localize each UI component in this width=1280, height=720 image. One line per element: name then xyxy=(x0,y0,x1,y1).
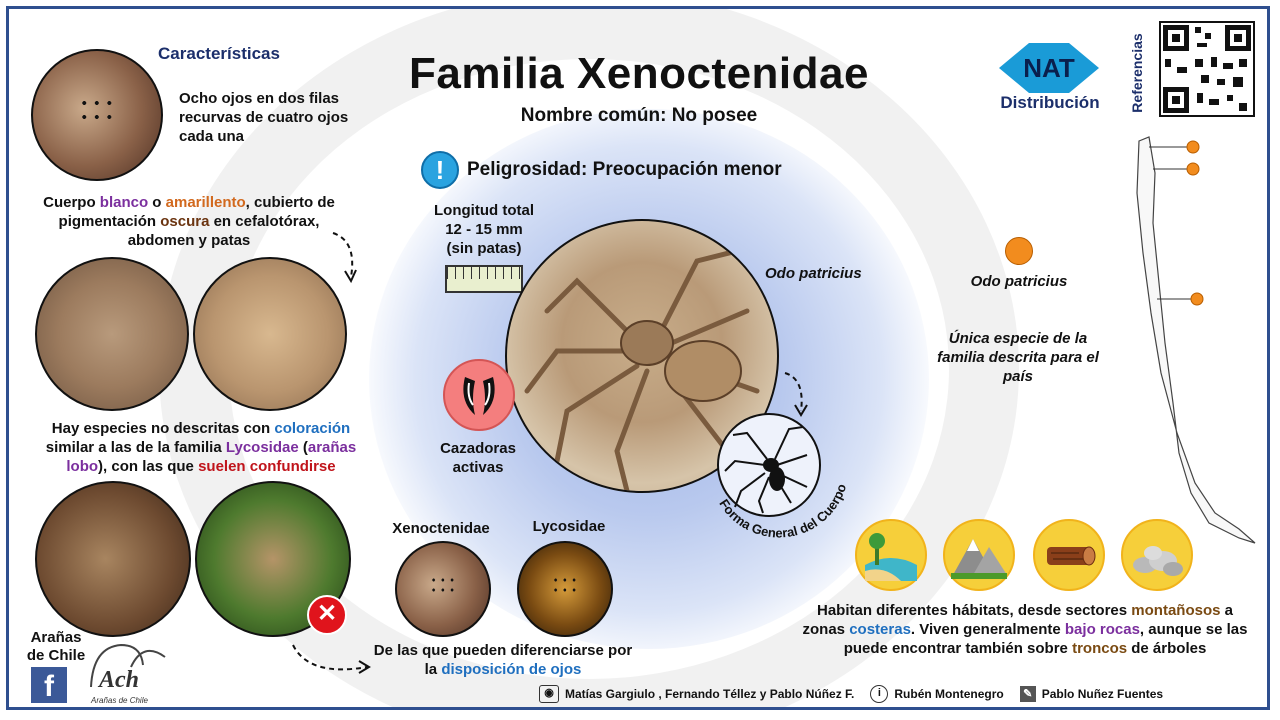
length-text: Longitud total 12 - 15 mm (sin patas) xyxy=(419,201,549,258)
text-fragment: a zonas xyxy=(802,602,1233,638)
chile-map xyxy=(1136,136,1256,544)
text-fragment: Cuerpo xyxy=(43,194,100,211)
ruler-icon xyxy=(445,265,523,293)
dashed-arrow-icon xyxy=(292,644,371,674)
info-icon: i xyxy=(870,685,889,703)
highlight-troncos: troncos xyxy=(1072,640,1128,657)
length-line-3: (sin patas) xyxy=(446,240,522,257)
highlight-coloracion: coloración xyxy=(274,420,351,437)
highlight-blanco: blanco xyxy=(99,194,149,211)
body-shape-icon xyxy=(717,413,821,517)
confusion-text: Hay especies no descritas con coloración… xyxy=(31,419,371,476)
lycosidae-eyes-photo xyxy=(517,541,613,637)
lookalike-photo-1 xyxy=(35,481,191,637)
beach-icon xyxy=(855,519,927,591)
brand-name: Arañas de Chile xyxy=(15,629,97,665)
spider-photo-1 xyxy=(35,257,189,411)
body-shape-label: Forma General del Cuerpo xyxy=(716,482,849,541)
common-name: Nombre común: No posee xyxy=(520,105,758,126)
danger-row: Peligrosidad: Preocupación menor xyxy=(467,159,782,181)
text-fragment: . Viven generalmente xyxy=(910,621,1065,638)
brand-line-2: de Chile xyxy=(26,647,86,664)
highlight-oscura: oscura xyxy=(160,213,210,230)
dashed-arrow-down-icon xyxy=(784,372,808,417)
qr-code[interactable] xyxy=(1159,21,1255,117)
text-fragment: Habitan diferentes hábitats, desde secto… xyxy=(817,602,1132,619)
credit-info: Rubén Montenegro xyxy=(894,687,1004,701)
infographic-frame: Familia Xenoctenidae Nombre común: No po… xyxy=(6,6,1270,710)
hunting-text: Cazadoras activas xyxy=(423,439,533,477)
highlight-montanosos: montañosos xyxy=(1131,602,1221,619)
svg-text:Arañas de Chile: Arañas de Chile xyxy=(90,696,148,705)
svg-text:Ach: Ach xyxy=(97,667,139,693)
legend-species: Odo patricius xyxy=(970,273,1068,290)
credit-design: Pablo Nuñez Fuentes xyxy=(1041,687,1164,701)
credit-photo: Matías Gargiulo , Fernando Téllez y Pabl… xyxy=(565,687,855,701)
text-fragment: ( xyxy=(298,439,308,456)
compare-left-label: Xenoctenidae xyxy=(392,520,490,537)
text-fragment: o xyxy=(148,194,166,211)
references-label: Referencias xyxy=(1129,33,1145,113)
brand-line-1: Arañas xyxy=(30,629,82,646)
curved-arrow-icon xyxy=(332,232,357,284)
compare-text: De las que pueden diferenciarse por la d… xyxy=(373,641,633,679)
facebook-icon[interactable]: f xyxy=(31,667,67,703)
main-species-label: Odo patricius xyxy=(765,265,862,282)
eyes-text: Ocho ojos en dos filas recurvas de cuatr… xyxy=(179,90,349,145)
spider-photo-2 xyxy=(193,257,347,411)
highlight-bajo-rocas: bajo rocas xyxy=(1064,621,1140,638)
lycosidae-photo xyxy=(195,481,351,637)
distribution-marker xyxy=(1186,140,1200,154)
text-fragment: en cefalotórax, abdomen y patas xyxy=(127,213,320,249)
fangs-icon xyxy=(443,359,515,431)
cross-icon: ✕ xyxy=(307,595,347,635)
mountain-icon xyxy=(943,519,1015,591)
nat-logo: NAT xyxy=(999,43,1099,93)
camera-icon: ◉ xyxy=(539,685,559,703)
exclamation-icon: ! xyxy=(421,151,459,189)
body-color-text: Cuerpo blanco o amarillento, cubierto de… xyxy=(39,193,339,250)
xenoctenidae-eyes-photo xyxy=(395,541,491,637)
highlight-aranas-lobo: arañas lobo xyxy=(66,439,357,475)
highlight-costeras: costeras xyxy=(849,621,911,638)
aranas-de-chile-logo: Ach Arañas de Chile xyxy=(90,643,166,705)
legend-marker-icon xyxy=(1005,237,1033,265)
highlight-confundirse: suelen confundirse xyxy=(198,458,336,475)
svg-text:NAT: NAT xyxy=(1023,53,1075,83)
text-fragment: De las que pueden diferenciarse por la xyxy=(373,642,633,678)
hunting-line-2: activas xyxy=(452,459,504,476)
danger-value: Preocupación menor xyxy=(592,159,782,180)
distribution-marker xyxy=(1190,292,1204,306)
references-label-wrap: Referencias xyxy=(1125,29,1149,125)
text-fragment: de árboles xyxy=(1127,640,1207,657)
length-line-2: 12 - 15 mm xyxy=(445,221,523,238)
distribution-note: Única especie de la familia descrita par… xyxy=(937,330,1099,385)
text-fragment: , aunque se las puede encontrar también … xyxy=(843,621,1248,657)
svg-text:Forma General del Cuerpo: Forma General del Cuerpo xyxy=(716,482,849,541)
rocks-icon xyxy=(1121,519,1193,591)
log-icon xyxy=(1033,519,1105,591)
brush-icon: ✎ xyxy=(1019,686,1036,702)
danger-label: Peligrosidad: xyxy=(467,159,588,180)
page-title: Familia Xenoctenidae xyxy=(409,49,869,98)
credits-bar: ◉ Matías Gargiulo , Fernando Téllez y Pa… xyxy=(539,683,1163,705)
highlight-amarillento: amarillento xyxy=(165,194,246,211)
compare-right-label: Lycosidae xyxy=(532,518,606,535)
spider-silhouette-icon xyxy=(524,248,760,491)
text-fragment: ), con las que xyxy=(98,458,199,475)
text-fragment: similar a las de la familia xyxy=(45,439,226,456)
length-line-1: Longitud total xyxy=(434,202,534,219)
characteristics-heading: Características xyxy=(158,44,280,63)
eyes-closeup-photo xyxy=(31,49,163,181)
text-fragment: , cubierto de pigmentación xyxy=(58,194,335,230)
habitat-text: Habitan diferentes hábitats, desde secto… xyxy=(795,601,1255,658)
hunting-line-1: Cazadoras xyxy=(440,440,516,457)
highlight-disposicion: disposición de ojos xyxy=(441,661,582,678)
distribution-marker xyxy=(1186,162,1200,176)
distribution-heading: Distribución xyxy=(1000,93,1100,112)
text-fragment: Hay especies no descritas con xyxy=(51,420,275,437)
highlight-lycosidae: Lycosidae xyxy=(225,439,299,456)
